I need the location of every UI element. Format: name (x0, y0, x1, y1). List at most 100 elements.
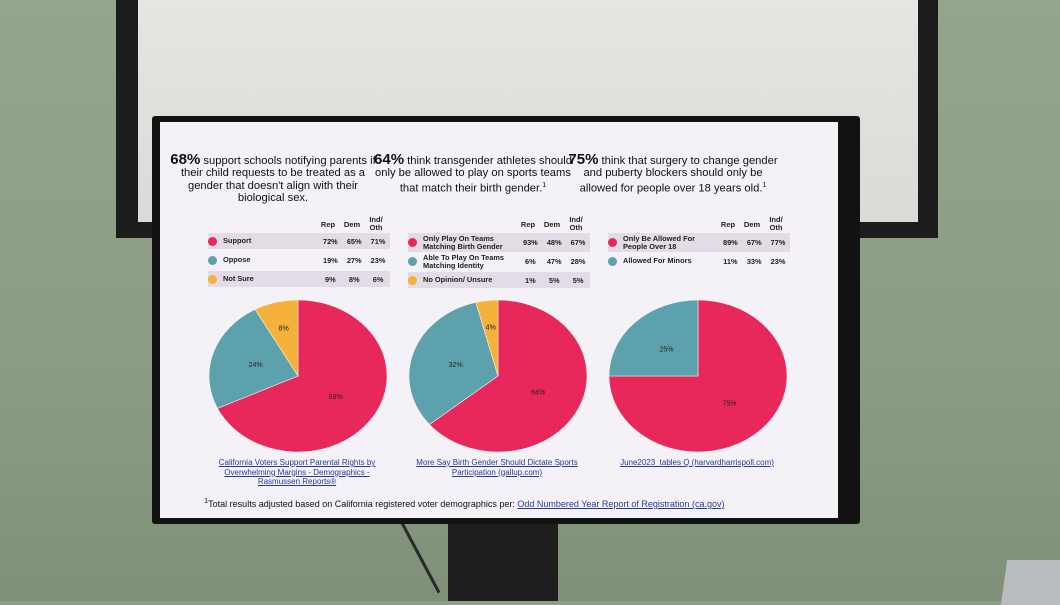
col-header-dem: Dem (743, 220, 761, 229)
pie-slice-label: 8% (279, 326, 289, 333)
legend-dot (208, 274, 217, 284)
pie-slice (208, 309, 299, 409)
row-dem: 5% (548, 275, 560, 285)
legend-dot (608, 238, 617, 247)
col-header-dem: Dem (343, 220, 361, 229)
row-label: Able To Play On Teams Matching Identity (423, 252, 505, 270)
headline-footnote-mark: 1 (762, 181, 767, 189)
pie-slice (254, 299, 299, 378)
legend-row: Allowed For Minors 11% 33% 23% (608, 253, 790, 269)
headline-text: think that surgery to change gender and … (579, 155, 778, 195)
col-header-rep: Rep (720, 220, 736, 229)
legend-row: Support 72% 65% 71% (208, 233, 390, 249)
col-header-rep: Rep (520, 220, 536, 229)
col-header-ind: Ind/Oth (364, 216, 388, 232)
pie-slice-label: 64% (531, 390, 545, 397)
row-rep: 6% (525, 257, 536, 266)
headline-percent: 64% (374, 151, 405, 168)
pie-slice-label: 75% (722, 400, 736, 407)
row-rep: 9% (325, 274, 336, 284)
chart-column-1: 68% support schools notifying parents if… (160, 122, 390, 518)
source-link[interactable]: June2023_tables Q (harvardharrispoll.com… (620, 458, 774, 467)
row-rep: 11% (723, 256, 738, 266)
legend-dot (608, 256, 617, 266)
legend-row: Able To Play On Teams Matching Identity … (408, 252, 590, 271)
footnote: 1Total results adjusted based on Califor… (204, 496, 838, 509)
row-dem: 65% (346, 236, 362, 246)
pie-chart: 75% 25% (608, 299, 788, 453)
pie-slice (608, 299, 699, 377)
legend-row: No Opinion/ Unsure 1% 5% 5% (408, 272, 590, 288)
legend-row: Only Play On Teams Matching Birth Gender… (408, 233, 590, 252)
col-header-ind: Ind/Oth (564, 216, 588, 232)
pie-slice-label: 24% (249, 362, 263, 369)
legend-dot (208, 236, 217, 246)
footnote-mark: 1 (204, 496, 209, 505)
row-label: Allowed For Minors (623, 256, 692, 265)
row-rep: 72% (322, 236, 338, 246)
legend-row: Only Be Allowed For People Over 18 89% 6… (608, 233, 790, 252)
slide: 68% support schools notifying parents if… (160, 122, 838, 518)
headline: 75% think that surgery to change gender … (566, 152, 780, 195)
pie-slice-label: 4% (486, 324, 496, 331)
laptop-corner (1000, 560, 1060, 605)
row-ind: 67% (570, 238, 586, 247)
chart-column-3: 75% think that surgery to change gender … (560, 122, 790, 518)
row-dem: 8% (348, 274, 360, 284)
col-header-ind-line2: Oth (369, 223, 383, 232)
legend-row: Oppose 19% 27% 23% (208, 252, 390, 268)
row-ind: 77% (770, 238, 786, 247)
headline: 68% support schools notifying parents if… (166, 151, 380, 205)
col-header-rep: Rep (320, 220, 336, 229)
row-dem: 33% (746, 256, 762, 266)
pie-slice (475, 299, 499, 377)
row-rep: 89% (722, 238, 738, 247)
legend-row: Not Sure 9% 8% 6% (208, 271, 390, 287)
row-rep: 19% (322, 255, 338, 265)
legend-dot (408, 257, 417, 266)
chart-column-2: 64% think transgender athletes should on… (360, 122, 590, 518)
headline: 64% think transgender athletes should on… (366, 151, 580, 195)
row-dem: 67% (746, 238, 762, 247)
legend-dot (408, 275, 417, 285)
row-label: Oppose (223, 255, 251, 264)
pie-slice (217, 299, 388, 453)
pie-chart: 68% 24% 8% (208, 299, 388, 453)
col-header-dem: Dem (543, 220, 561, 229)
footnote-text: Total results adjusted based on Californ… (208, 499, 518, 509)
source-link[interactable]: California Voters Support Parental Right… (218, 458, 376, 487)
pie-slice (428, 299, 588, 453)
col-header-ind-line2: Oth (769, 223, 783, 232)
row-dem: 47% (546, 257, 562, 266)
pie-slice-label: 25% (660, 347, 674, 354)
row-label: Only Play On Teams Matching Birth Gender (423, 233, 503, 251)
headline-footnote-mark: 1 (542, 181, 547, 189)
source-link[interactable]: More Say Birth Gender Should Dictate Spo… (416, 458, 578, 477)
col-header-ind-line1: Ind/ (369, 215, 383, 224)
col-header-ind-line1: Ind/ (769, 215, 783, 224)
pie-slice-label: 68% (329, 394, 343, 401)
pie-slice-label: 32% (449, 362, 463, 369)
headline-percent: 68% (170, 151, 201, 168)
row-ind: 71% (370, 236, 386, 246)
row-ind: 6% (372, 274, 384, 284)
row-dem: 48% (546, 238, 562, 247)
row-label: Not Sure (223, 274, 254, 283)
col-header-ind: Ind/Oth (764, 216, 788, 232)
row-rep: 93% (522, 238, 538, 247)
headline-text: support schools notifying parents if the… (180, 155, 376, 205)
row-ind: 5% (572, 275, 584, 285)
col-header-ind-line1: Ind/ (569, 215, 583, 224)
row-label: Support (223, 236, 252, 245)
footnote-link[interactable]: Odd Numbered Year Report of Registration… (517, 499, 725, 509)
headline-text: think transgender athletes should only b… (375, 155, 572, 195)
row-ind: 23% (370, 255, 386, 265)
row-dem: 27% (346, 255, 362, 265)
pie-slice (408, 302, 499, 425)
row-label: No Opinion/ Unsure (423, 275, 493, 284)
row-label: Only Be Allowed For People Over 18 (623, 233, 695, 251)
legend-dot (408, 238, 417, 247)
legend-dot (208, 255, 217, 265)
col-header-ind-line2: Oth (569, 223, 583, 232)
row-rep: 1% (525, 275, 536, 285)
